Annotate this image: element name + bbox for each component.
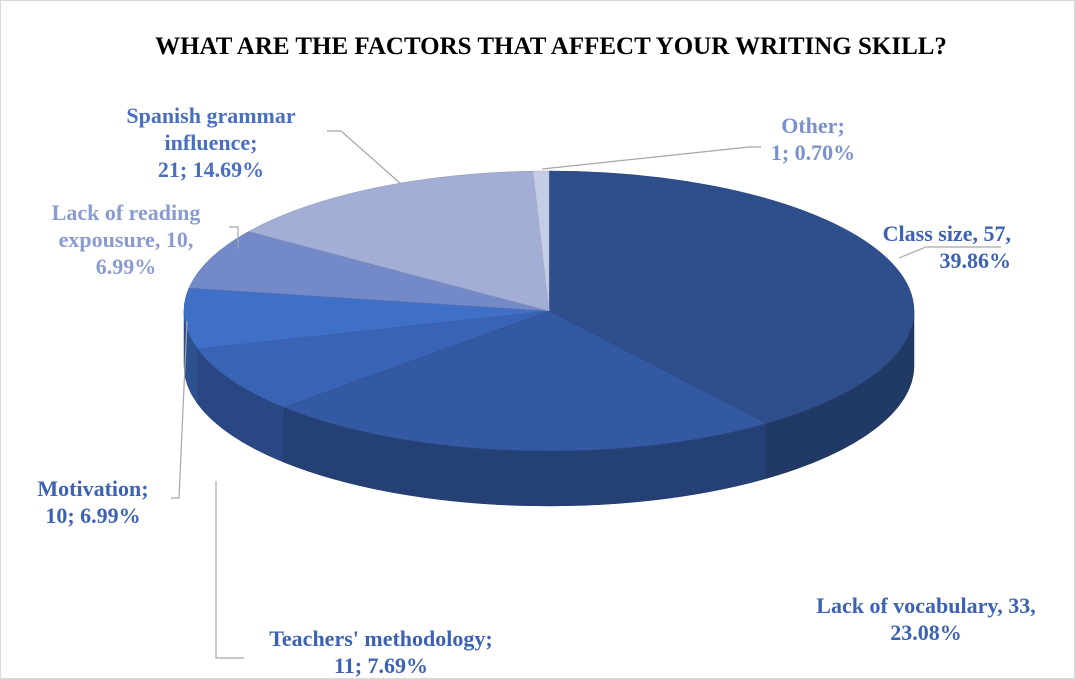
leader-line — [898, 246, 1001, 259]
pie-slice — [247, 170, 550, 312]
chart-title: WHAT ARE THE FACTORS THAT AFFECT YOUR WR… — [155, 33, 947, 60]
data-label-line: 6.99% — [96, 254, 157, 279]
leader-line — [541, 146, 761, 170]
data-label-line: influence; — [165, 130, 258, 155]
data-label-line: 11; 7.69% — [334, 653, 428, 678]
pie-slice — [548, 170, 915, 424]
pie-slice — [183, 287, 550, 350]
data-label: Class size, 57, 39.86% — [883, 221, 1011, 273]
pie-slice — [283, 310, 767, 452]
data-label-line: 21; 14.69% — [158, 157, 264, 182]
data-label: Motivation; 10; 6.99% — [37, 476, 148, 528]
data-label: Other; 1; 0.70% — [771, 113, 855, 165]
data-label: Lack of vocabulary, 33, 23.08% — [816, 593, 1035, 645]
leader-line — [215, 481, 244, 659]
data-label-line: 23.08% — [890, 620, 962, 645]
data-label-line: 10; 6.99% — [45, 503, 140, 528]
pie-slice — [197, 310, 550, 408]
data-label: Spanish grammar influence; 21; 14.69% — [126, 103, 296, 182]
leader-line — [229, 226, 239, 249]
data-label-line: Class size, 57, — [883, 221, 1011, 246]
pie-slice — [188, 231, 550, 312]
data-label-line: 1; 0.70% — [771, 140, 855, 165]
data-label-line: Motivation; — [37, 476, 148, 501]
data-label-line: Lack of reading — [52, 200, 201, 225]
data-label-line: Spanish grammar — [126, 103, 296, 128]
data-label-line: Other; — [781, 113, 845, 138]
data-label: Lack of reading expousure, 10, 6.99% — [52, 200, 201, 279]
data-label: Teachers' methodology; 11; 7.69% — [269, 626, 492, 678]
pie-slice — [532, 170, 550, 312]
data-label-line: expousure, 10, — [59, 227, 194, 252]
leader-line — [327, 130, 402, 185]
leader-line — [171, 320, 188, 499]
data-label-line: 39.86% — [940, 248, 1012, 273]
data-label-line: Teachers' methodology; — [269, 626, 492, 651]
data-label-line: Lack of vocabulary, 33, — [816, 593, 1035, 618]
